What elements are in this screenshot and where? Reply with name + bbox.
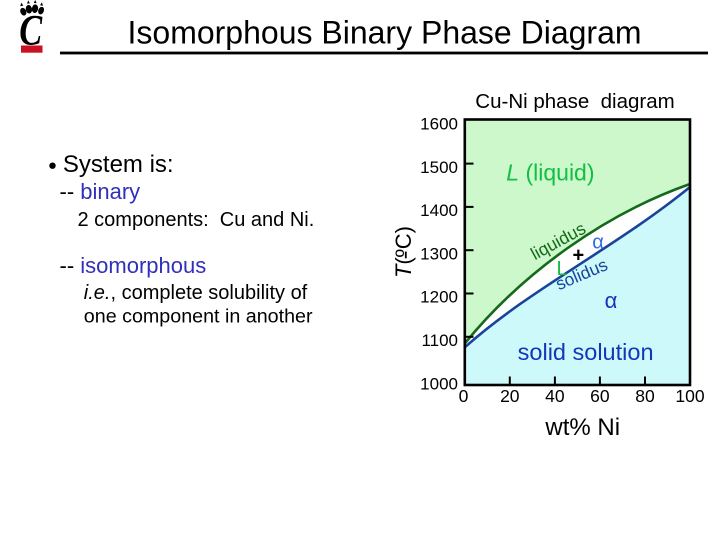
- svg-text:α: α: [605, 288, 618, 313]
- svg-text:Isomorphous Binary Phase Diagr: Isomorphous Binary Phase Diagram: [128, 14, 642, 50]
- svg-text:L: L: [556, 258, 567, 280]
- svg-text:1400: 1400: [420, 201, 458, 220]
- svg-text:1600: 1600: [420, 115, 458, 134]
- svg-text:C: C: [19, 7, 43, 54]
- svg-text:40: 40: [545, 386, 565, 406]
- svg-text:100: 100: [675, 386, 704, 406]
- svg-text:wt% Ni: wt% Ni: [544, 414, 620, 441]
- svg-text:solid solution: solid solution: [518, 339, 654, 365]
- svg-text:+: +: [573, 245, 585, 267]
- svg-text:-- isomorphous: -- isomorphous: [60, 253, 207, 278]
- svg-text:T(ºC): T(ºC): [391, 226, 416, 278]
- svg-text:2 components: Cu and Ni.: 2 components: Cu and Ni.: [78, 209, 315, 231]
- svg-text:1100: 1100: [421, 331, 458, 350]
- svg-text:60: 60: [590, 386, 610, 406]
- svg-text:-- binary: -- binary: [60, 179, 141, 204]
- svg-text:i.e., complete solubility of: i.e., complete solubility of: [84, 282, 308, 304]
- svg-text:one component in another: one component in another: [84, 306, 313, 328]
- svg-text:System is:: System is:: [63, 151, 174, 178]
- svg-text:1200: 1200: [420, 288, 458, 307]
- svg-text:20: 20: [500, 386, 520, 406]
- svg-text:L (liquid): L (liquid): [506, 159, 594, 185]
- svg-text:1500: 1500: [420, 158, 458, 177]
- svg-text:1000: 1000: [420, 374, 458, 393]
- svg-text:Cu-Ni phase diagram: Cu-Ni phase diagram: [475, 90, 674, 113]
- svg-text:0: 0: [459, 386, 469, 406]
- svg-text:80: 80: [635, 386, 655, 406]
- svg-text:1300: 1300: [420, 244, 458, 263]
- svg-text:α: α: [592, 231, 604, 253]
